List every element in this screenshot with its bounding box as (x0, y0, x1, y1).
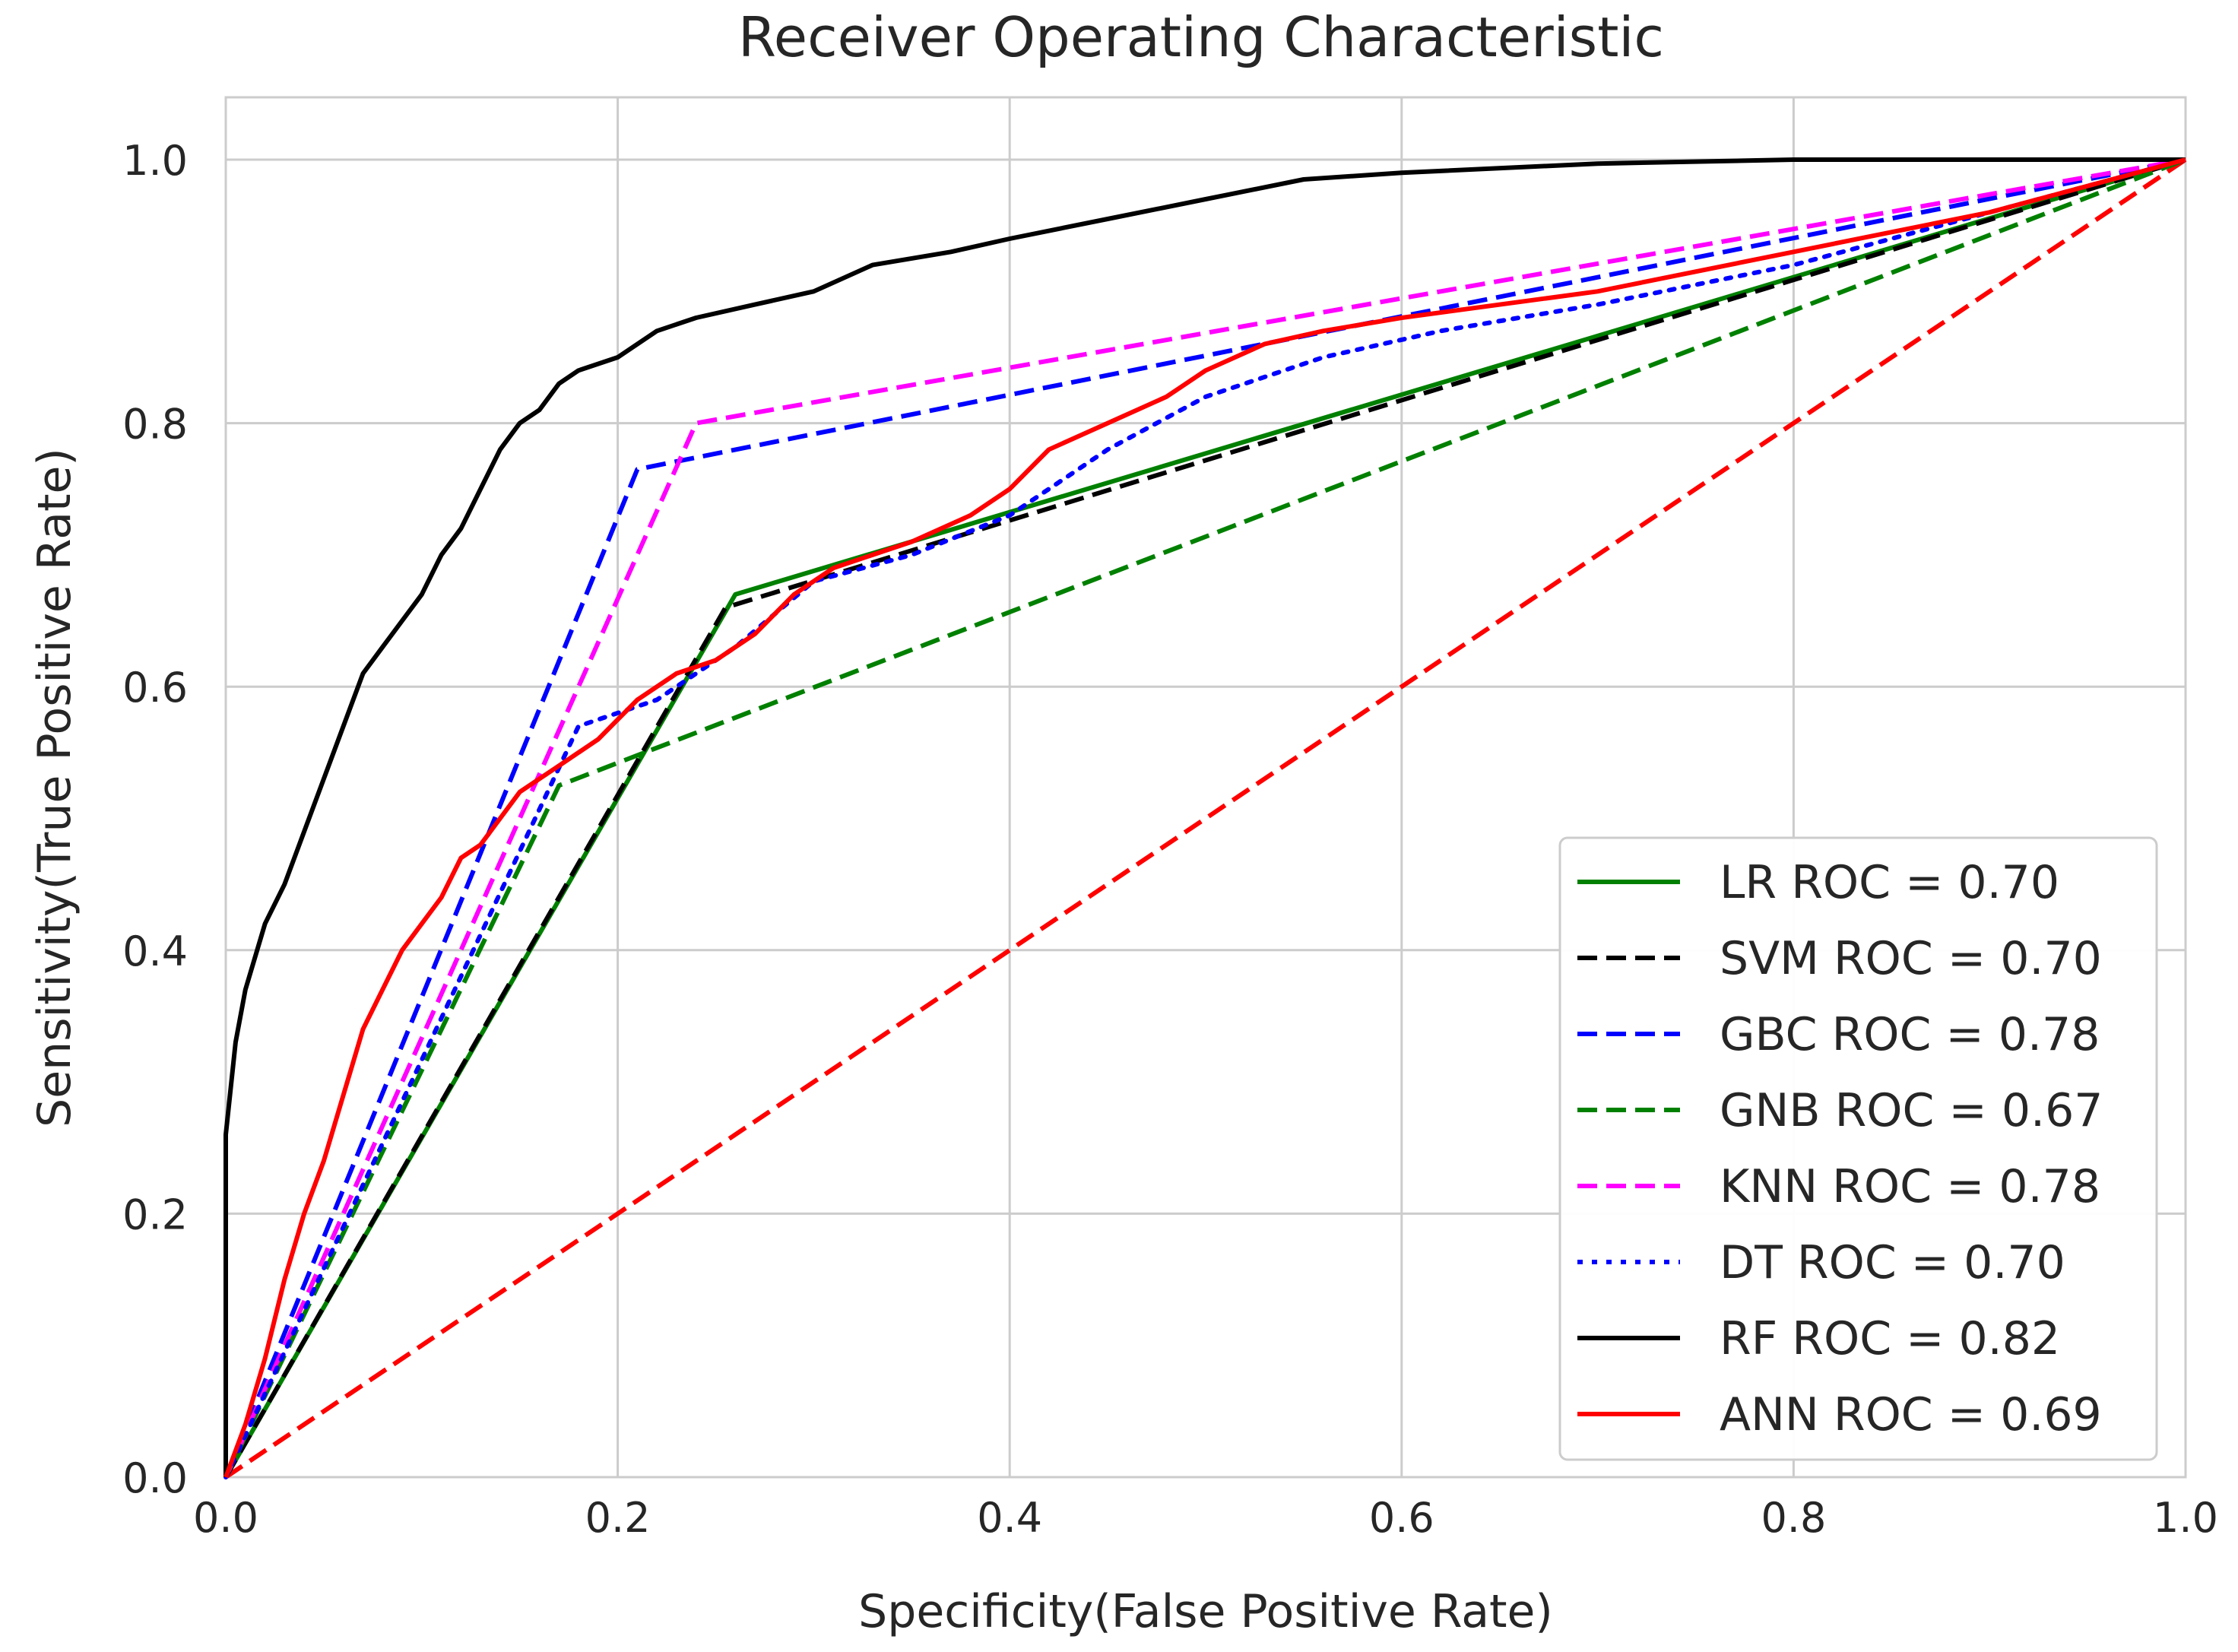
legend-label-0: LR ROC = 0.70 (1720, 856, 2059, 909)
legend-label-3: GNB ROC = 0.67 (1720, 1084, 2103, 1137)
y-tick-label-3: 0.6 (122, 664, 188, 712)
legend-label-6: RF ROC = 0.82 (1720, 1312, 2060, 1365)
y-tick-label-4: 0.8 (122, 401, 188, 449)
legend-label-5: DT ROC = 0.70 (1720, 1236, 2065, 1289)
x-tick-label-3: 0.6 (1369, 1494, 1434, 1542)
legend-label-2: GBC ROC = 0.78 (1720, 1008, 2100, 1061)
series-line-5 (223, 157, 2188, 1479)
chart-title: Receiver Operating Characteristic (738, 5, 1664, 69)
y-tick-label-5: 1.0 (122, 137, 188, 185)
x-tick-label-5: 1.0 (2153, 1494, 2218, 1542)
legend-items: LR ROC = 0.70 SVM ROC = 0.70 GBC ROC = 0.7… (1577, 856, 2103, 1441)
chance-line (224, 157, 2187, 1479)
y-tick-label-2: 0.4 (122, 927, 188, 975)
x-tick-labels: 0.0 0.2 0.4 0.6 0.8 1.0 (193, 1494, 2218, 1542)
x-tick-label-2: 0.4 (977, 1494, 1042, 1542)
series-line-1 (223, 157, 2186, 1479)
legend-label-7: ANN ROC = 0.69 (1720, 1388, 2102, 1441)
x-tick-label-1: 0.2 (585, 1494, 651, 1542)
series-line-0 (223, 157, 2186, 1479)
legend: LR ROC = 0.70 SVM ROC = 0.70 GBC ROC = 0.7… (1558, 836, 2158, 1461)
series-line-6 (223, 157, 2186, 1477)
series-line-7 (223, 157, 2186, 1479)
y-tick-labels: 0.0 0.2 0.4 0.6 0.8 1.0 (122, 137, 188, 1502)
legend-label-1: SVM ROC = 0.70 (1720, 932, 2102, 985)
series-line-2 (223, 157, 2186, 1479)
x-tick-label-4: 0.8 (1761, 1494, 1826, 1542)
y-axis-label: Sensitivity(True Positive Rate) (28, 448, 81, 1127)
y-tick-label-1: 0.2 (122, 1191, 188, 1238)
legend-box (1558, 836, 2158, 1461)
series-line-3 (223, 157, 2187, 1479)
x-axis-label: Specificity(False Positive Rate) (858, 1585, 1553, 1638)
y-tick-label-0: 0.0 (122, 1454, 188, 1502)
x-tick-label-0: 0.0 (193, 1494, 258, 1542)
legend-label-4: KNN ROC = 0.78 (1720, 1160, 2100, 1213)
series-line-4 (223, 157, 2186, 1479)
series-lines (223, 157, 2188, 1479)
